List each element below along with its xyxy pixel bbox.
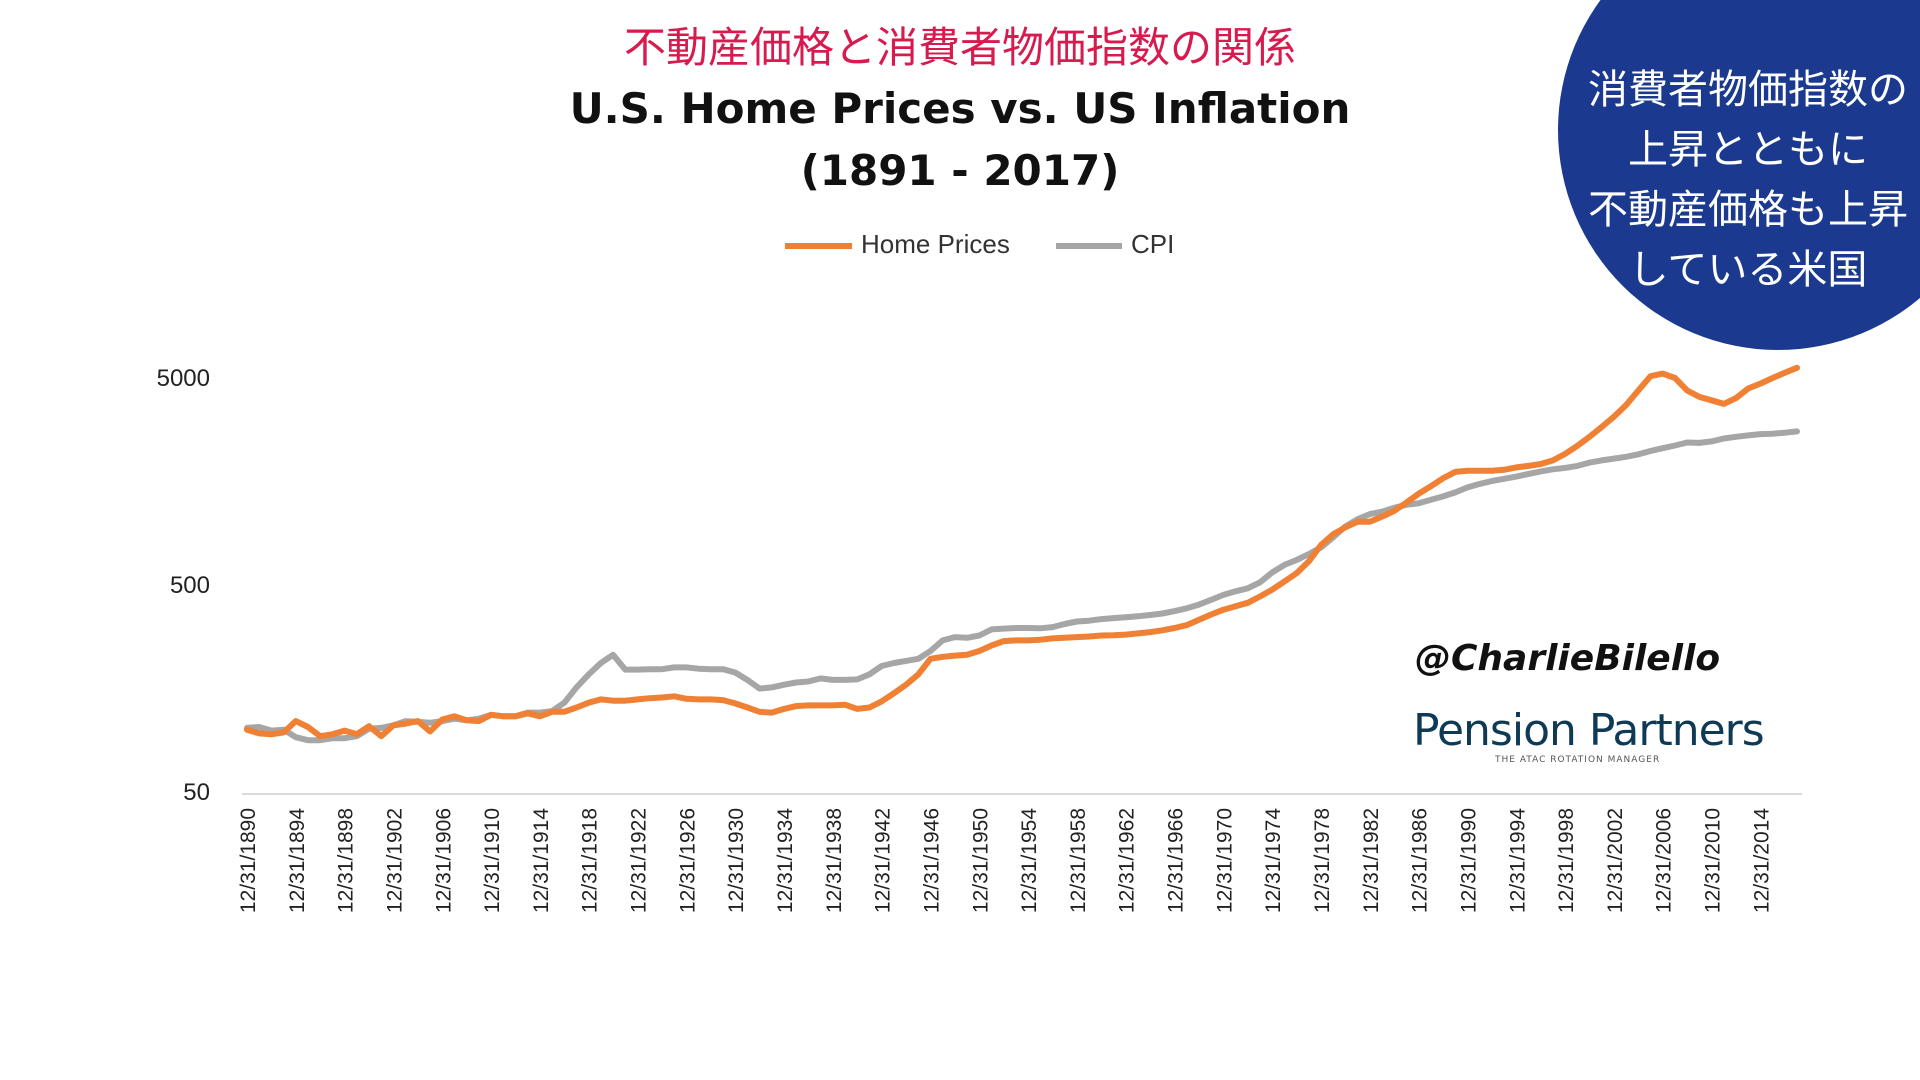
x-tick-label: 12/31/1938 <box>823 808 846 913</box>
x-tick-label: 12/31/1914 <box>530 808 553 913</box>
legend-label-home-prices: Home Prices <box>861 229 1010 259</box>
x-tick-label: 12/31/2010 <box>1702 808 1725 913</box>
x-tick-label: 12/31/1894 <box>286 808 309 913</box>
x-tick-label: 12/31/1982 <box>1360 808 1383 913</box>
legend: Home Prices CPI <box>785 229 1174 259</box>
x-tick-label: 12/31/1898 <box>335 808 358 913</box>
x-tick-label: 12/31/1926 <box>676 808 699 913</box>
x-tick-label: 12/31/1946 <box>920 808 943 913</box>
callout-line-2: 上昇とともに <box>1628 127 1868 173</box>
x-tick-label: 12/31/1954 <box>1018 808 1041 913</box>
x-tick-label: 12/31/1966 <box>1165 808 1188 913</box>
callout-line-4: している米国 <box>1628 247 1868 293</box>
legend-label-cpi: CPI <box>1131 229 1174 259</box>
callout-circle: 消費者物価指数の 上昇とともに 不動産価格も上昇 している米国 <box>1558 0 1920 350</box>
brand-tagline: THE ATAC ROTATION MANAGER <box>1495 755 1661 765</box>
x-tick-label: 12/31/1942 <box>872 808 895 913</box>
x-tick-label: 12/31/2002 <box>1604 808 1627 913</box>
chart-subtitle: (1891 - 2017) <box>800 146 1120 195</box>
x-tick-label: 12/31/1934 <box>774 808 797 913</box>
series-group <box>244 364 1800 744</box>
x-tick-label: 12/31/1890 <box>237 808 260 913</box>
x-tick-label: 12/31/1906 <box>432 808 455 913</box>
y-tick-label: 5000 <box>157 365 210 392</box>
x-tick-label: 12/31/1974 <box>1262 808 1285 913</box>
x-tick-label: 12/31/1986 <box>1409 808 1432 913</box>
y-tick-label: 50 <box>183 779 210 806</box>
x-tick-label: 12/31/1918 <box>579 808 602 913</box>
x-axis-ticks: 12/31/1890 12/31/1894 12/31/1898 12/31/1902… <box>237 808 1773 913</box>
callout-text: 消費者物価指数の 上昇とともに 不動産価格も上昇 している米国 <box>1558 60 1920 300</box>
twitter-handle: @CharlieBilello <box>1415 638 1721 679</box>
x-tick-label: 12/31/1994 <box>1506 808 1529 913</box>
japanese-title: 不動産価格と消費者物価指数の関係 <box>623 23 1296 72</box>
x-tick-label: 12/31/1962 <box>1116 808 1139 913</box>
callout-line-3: 不動産価格も上昇 <box>1588 187 1908 233</box>
x-tick-label: 12/31/1998 <box>1555 808 1578 913</box>
x-tick-label: 12/31/1902 <box>383 808 406 913</box>
y-tick-label: 500 <box>170 572 210 599</box>
pension-partners-logo: Pension Partners <box>1413 705 1765 756</box>
series-line-home-prices <box>244 364 1800 740</box>
chart-title-line1: U.S. Home Prices vs. US Inflation <box>569 84 1351 133</box>
x-tick-label: 12/31/1950 <box>969 808 992 913</box>
x-tick-label: 12/31/1922 <box>628 808 651 913</box>
x-tick-label: 12/31/1910 <box>481 808 504 913</box>
chart-title: U.S. Home Prices vs. US Inflation (1891 … <box>0 78 1920 202</box>
x-tick-label: 12/31/1970 <box>1213 808 1236 913</box>
x-tick-label: 12/31/1930 <box>725 808 748 913</box>
callout-line-1: 消費者物価指数の <box>1588 67 1908 113</box>
x-tick-label: 12/31/2014 <box>1750 808 1773 913</box>
series-line-cpi <box>244 428 1800 744</box>
x-tick-label: 12/31/1978 <box>1311 808 1334 913</box>
x-tick-label: 12/31/1958 <box>1067 808 1090 913</box>
x-tick-label: 12/31/2006 <box>1653 808 1676 913</box>
y-axis-ticks: 50 500 5000 <box>157 365 210 806</box>
x-tick-label: 12/31/1990 <box>1457 808 1480 913</box>
